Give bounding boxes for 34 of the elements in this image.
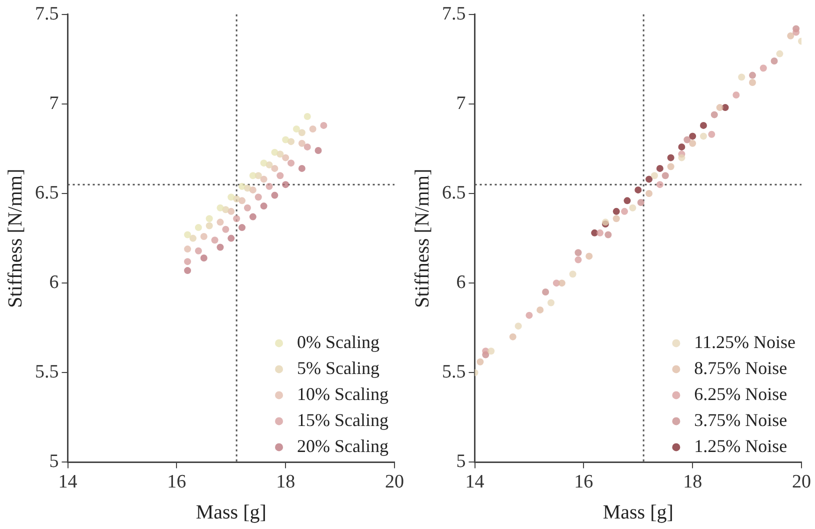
- legend-label: 15% Scaling: [297, 410, 389, 430]
- x-tick-label: 18: [276, 472, 296, 493]
- y-tick-label: 7.5: [442, 3, 466, 24]
- y-tick-label: 6: [49, 272, 59, 294]
- y-tick-label: 5: [456, 451, 466, 472]
- y-axis-title: Stiffness [N/mm]: [411, 168, 434, 308]
- y-tick-label: 7.5: [35, 3, 59, 24]
- legend-label: 20% Scaling: [297, 436, 389, 456]
- y-tick-label: 7: [49, 92, 59, 114]
- legend-label: 3.75% Noise: [694, 410, 788, 430]
- legend-label: 11.25% Noise: [694, 332, 796, 352]
- legend-label: 5% Scaling: [297, 358, 380, 378]
- legend-label: 1.25% Noise: [694, 436, 788, 456]
- x-tick-label: 20: [385, 472, 404, 493]
- x-tick-label: 18: [683, 472, 702, 493]
- x-tick-label: 14: [58, 472, 78, 493]
- x-tick-label: 16: [167, 472, 186, 493]
- x-tick-label: 16: [574, 472, 594, 493]
- y-tick-label: 6.5: [442, 182, 466, 204]
- y-tick-label: 6.5: [35, 182, 59, 204]
- x-axis-title: Mass [g]: [602, 501, 674, 524]
- x-axis-title: Mass [g]: [196, 501, 266, 524]
- legend-label: 0% Scaling: [297, 332, 380, 352]
- y-tick-label: 5: [49, 451, 59, 472]
- y-tick-label: 5.5: [442, 362, 466, 383]
- legend-label: 10% Scaling: [297, 384, 389, 404]
- legend-label: 8.75% Noise: [694, 358, 788, 378]
- legend-label: 6.25% Noise: [694, 384, 788, 404]
- x-tick-label: 20: [792, 472, 811, 493]
- y-tick-label: 6: [456, 272, 466, 294]
- y-tick-label: 5.5: [35, 362, 59, 383]
- y-axis-title: Stiffness [N/mm]: [4, 168, 26, 308]
- y-tick-label: 7: [456, 92, 466, 114]
- x-tick-label: 14: [465, 472, 485, 493]
